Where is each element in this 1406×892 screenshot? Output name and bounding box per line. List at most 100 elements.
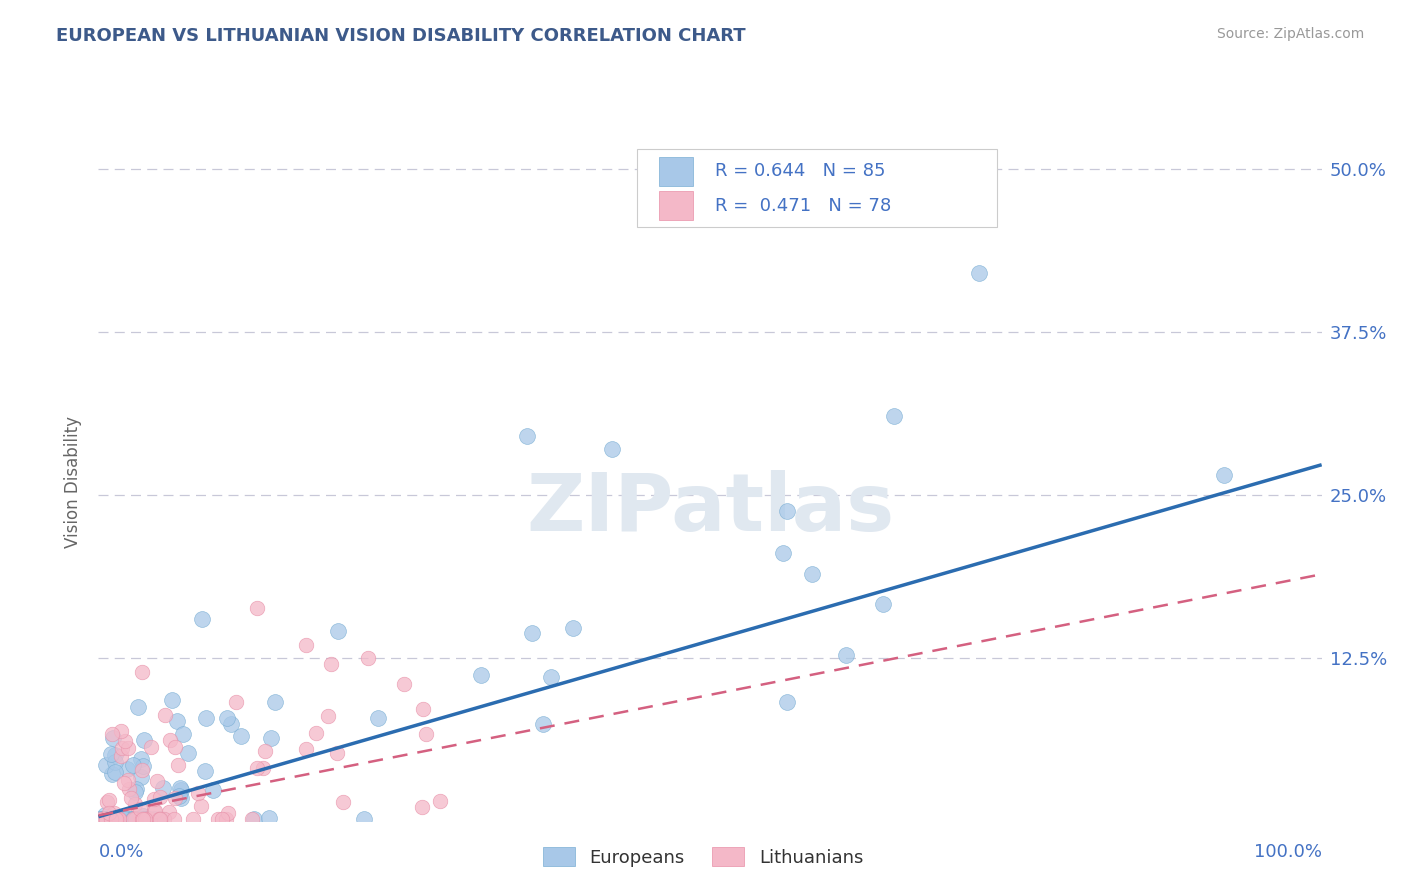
Point (217, 806, 239, 821)
Text: EUROPEAN VS LITHUANIAN VISION DISABILITY CORRELATION CHART: EUROPEAN VS LITHUANIAN VISION DISABILITY… (56, 27, 745, 45)
Point (415, 727, 437, 741)
Point (776, 695, 799, 709)
Point (411, 800, 433, 814)
Point (169, 780, 191, 795)
Point (101, 767, 124, 781)
Point (211, 813, 233, 827)
Point (231, 729, 253, 743)
Point (142, 813, 165, 827)
Point (129, 752, 152, 766)
Point (94, 813, 117, 827)
Point (124, 813, 146, 827)
Point (125, 813, 148, 827)
Point (332, 795, 354, 809)
Point (124, 813, 146, 827)
Point (104, 755, 127, 769)
Point (153, 813, 176, 827)
Point (872, 598, 894, 612)
Point (105, 813, 128, 827)
Point (149, 813, 172, 827)
Point (122, 758, 145, 772)
Point (215, 711, 238, 725)
Point (104, 748, 127, 763)
Point (305, 726, 328, 740)
Point (531, 717, 554, 731)
Bar (658, 157, 693, 186)
Point (246, 601, 269, 615)
Point (110, 741, 132, 756)
Point (112, 776, 135, 790)
Point (163, 813, 186, 827)
Point (101, 727, 124, 741)
Text: 0.0%: 0.0% (98, 843, 143, 861)
Point (470, 668, 492, 682)
Point (104, 813, 127, 827)
Point (153, 707, 176, 722)
Point (326, 746, 349, 760)
Point (392, 677, 416, 691)
Point (143, 792, 166, 806)
Point (149, 813, 172, 827)
Point (131, 763, 153, 777)
Point (328, 624, 350, 639)
Point (117, 772, 139, 787)
Point (125, 781, 148, 796)
Point (90, 813, 112, 827)
Point (128, 813, 150, 827)
Point (93, 813, 115, 827)
Point (117, 813, 139, 827)
Point (118, 813, 141, 827)
Bar (658, 192, 693, 219)
Point (122, 813, 145, 827)
Point (201, 783, 224, 797)
Text: R = 0.644   N = 85: R = 0.644 N = 85 (714, 162, 886, 180)
Point (136, 813, 159, 827)
Point (191, 612, 214, 626)
Point (96, 813, 118, 827)
Point (135, 813, 157, 827)
Point (259, 731, 281, 746)
Point (101, 813, 124, 827)
Point (110, 723, 132, 738)
Point (101, 731, 124, 745)
Point (104, 813, 127, 827)
Point (412, 702, 434, 716)
Point (166, 714, 188, 729)
Point (135, 813, 157, 827)
Point (124, 797, 146, 812)
Point (295, 638, 318, 652)
Point (187, 786, 209, 800)
Point (353, 813, 375, 827)
Point (515, 429, 537, 443)
Point (167, 789, 190, 804)
Point (967, 266, 990, 280)
Point (139, 813, 162, 827)
Point (98, 806, 121, 821)
Point (100, 813, 122, 827)
Point (114, 733, 136, 747)
Point (120, 791, 142, 805)
Text: 100.0%: 100.0% (1254, 843, 1322, 861)
Point (114, 813, 136, 827)
Point (103, 806, 125, 821)
Point (219, 717, 242, 731)
Point (540, 670, 562, 684)
Point (131, 665, 153, 679)
Point (190, 799, 212, 814)
Point (214, 813, 236, 827)
FancyBboxPatch shape (637, 150, 997, 227)
Point (295, 741, 318, 756)
Point (162, 693, 184, 707)
Point (103, 813, 125, 827)
Point (134, 733, 156, 747)
Point (131, 813, 153, 827)
Point (115, 762, 138, 776)
Point (253, 744, 276, 758)
Point (163, 740, 186, 755)
Point (172, 727, 194, 741)
Text: Source: ZipAtlas.com: Source: ZipAtlas.com (1216, 27, 1364, 41)
Point (132, 813, 155, 827)
Point (132, 809, 155, 823)
Point (138, 813, 160, 827)
Point (835, 648, 858, 662)
